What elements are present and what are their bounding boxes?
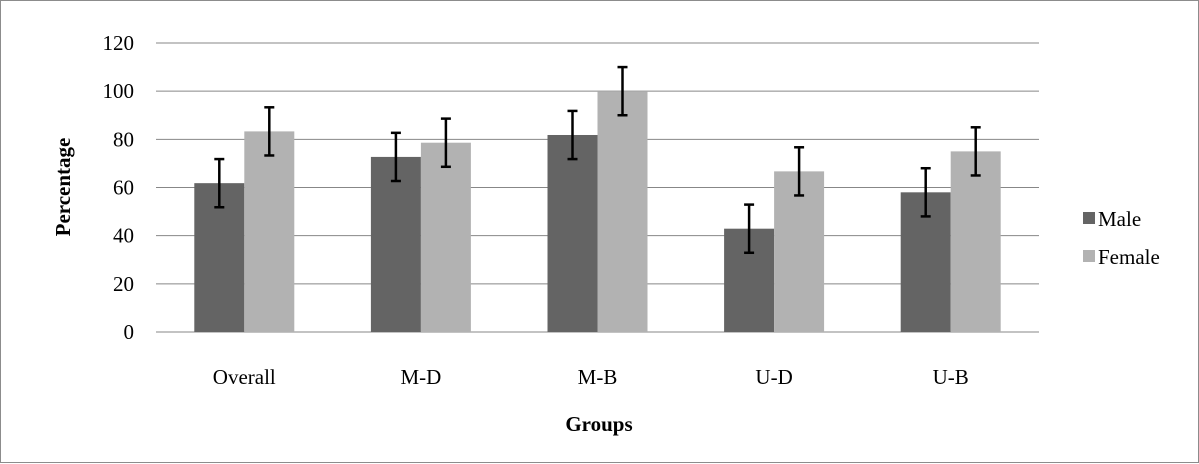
y-tick-label: 20 [113, 272, 134, 296]
error-bar [970, 126, 981, 177]
bar-female-m-d [420, 142, 471, 332]
y-tick-label: 120 [103, 31, 135, 55]
x-category-label: M-D [400, 365, 441, 389]
error-bar [264, 106, 275, 157]
bar-female-u-b [950, 151, 1001, 332]
x-category-labels: Overall M-D M-B U-D U-B [213, 365, 969, 389]
error-bar [920, 166, 931, 218]
bar-female-overall [244, 131, 295, 332]
y-tick-label: 80 [113, 127, 134, 151]
x-axis-title: Groups [565, 412, 632, 436]
bar-female-m-b [597, 91, 648, 333]
error-bar [440, 117, 451, 169]
error-bar [390, 131, 401, 183]
y-tick-label: 0 [124, 320, 135, 344]
x-category-label: U-D [755, 365, 792, 389]
error-bar [794, 146, 805, 197]
x-category-label: U-B [933, 365, 969, 389]
legend-swatch-female [1083, 250, 1095, 262]
x-category-label: Overall [213, 365, 276, 389]
y-axis-title: Percentage [51, 138, 75, 237]
error-bar [214, 157, 225, 209]
error-bar [567, 109, 578, 161]
y-tick-labels: 0 20 40 60 80 100 120 [103, 31, 135, 344]
y-tick-label: 100 [103, 79, 135, 103]
bars [194, 91, 1001, 333]
bar-male-m-b [547, 134, 598, 332]
bar-male-m-d [370, 156, 421, 332]
legend-label-female: Female [1098, 245, 1160, 269]
error-bar [744, 203, 755, 255]
legend-label-male: Male [1098, 207, 1141, 231]
legend-swatch-male [1083, 212, 1095, 224]
legend: Male Female [1083, 207, 1160, 269]
y-tick-label: 40 [113, 224, 134, 248]
bar-female-u-d [774, 171, 825, 332]
error-bar [617, 65, 628, 117]
error-bars [214, 65, 981, 255]
y-tick-label: 60 [113, 176, 134, 200]
x-category-label: M-B [578, 365, 618, 389]
